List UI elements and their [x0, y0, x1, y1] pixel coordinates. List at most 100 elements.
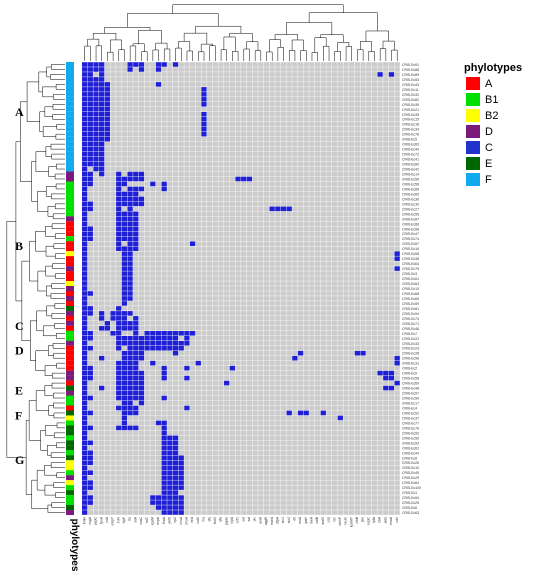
- cell-absent: [388, 107, 395, 112]
- cell-absent: [235, 405, 241, 411]
- cell-absent: [229, 350, 236, 356]
- cell-absent: [167, 121, 173, 127]
- cell-absent: [150, 420, 156, 426]
- cell-absent: [99, 410, 105, 416]
- cell-absent: [104, 331, 110, 336]
- cell-absent: [394, 92, 400, 97]
- cell-absent: [320, 435, 326, 441]
- cell-absent: [241, 440, 247, 446]
- cell-absent: [383, 306, 389, 311]
- cell-absent: [326, 410, 332, 416]
- cell-absent: [150, 146, 156, 152]
- cell-absent: [371, 331, 378, 336]
- cell-absent: [263, 136, 270, 142]
- cell-absent: [178, 131, 184, 137]
- cell-absent: [252, 121, 258, 127]
- cell-absent: [184, 440, 190, 446]
- cell-present: [81, 211, 88, 217]
- cell-absent: [354, 355, 361, 361]
- cell-absent: [207, 360, 213, 366]
- cell-absent: [292, 375, 298, 381]
- cell-absent: [337, 345, 343, 351]
- cell-absent: [263, 291, 270, 296]
- cell-absent: [138, 331, 145, 336]
- cell-absent: [189, 141, 196, 147]
- cell-absent: [280, 335, 287, 341]
- cell-absent: [252, 171, 258, 177]
- phylotype-swatch: [66, 490, 74, 496]
- cell-present: [138, 335, 145, 341]
- cell-absent: [127, 116, 133, 122]
- cell-absent: [93, 181, 99, 187]
- cell-absent: [388, 335, 395, 341]
- cell-absent: [155, 360, 162, 366]
- cell-absent: [320, 321, 326, 326]
- cell-absent: [229, 400, 236, 406]
- phylotype-swatch: [66, 360, 74, 366]
- cell-present: [127, 350, 133, 356]
- cell-absent: [104, 271, 110, 276]
- cell-absent: [343, 121, 349, 127]
- cell-absent: [195, 221, 201, 227]
- cell-absent: [371, 156, 378, 162]
- cell-absent: [241, 276, 247, 281]
- cell-absent: [337, 131, 343, 137]
- cell-absent: [252, 286, 258, 291]
- cell-absent: [138, 211, 145, 217]
- cell-present: [81, 286, 88, 291]
- cell-absent: [263, 430, 270, 436]
- cell-present: [121, 375, 128, 381]
- cell-absent: [377, 350, 383, 356]
- cell-absent: [201, 146, 207, 152]
- cell-absent: [371, 92, 378, 97]
- cell-absent: [189, 410, 196, 416]
- cell-absent: [87, 191, 93, 197]
- cell-absent: [207, 151, 213, 157]
- cell-absent: [309, 256, 315, 261]
- cell-absent: [241, 151, 247, 157]
- cell-absent: [280, 186, 287, 192]
- cell-absent: [275, 276, 281, 281]
- cell-absent: [292, 77, 298, 82]
- cell-absent: [326, 111, 332, 117]
- cell-absent: [212, 186, 218, 192]
- cell-absent: [212, 440, 218, 446]
- cell-absent: [326, 146, 332, 152]
- cell-absent: [99, 405, 105, 411]
- cell-absent: [246, 181, 253, 187]
- cell-absent: [212, 286, 218, 291]
- cell-absent: [297, 201, 304, 207]
- cell-present: [127, 171, 133, 177]
- cell-absent: [371, 221, 378, 227]
- cell-present: [121, 291, 128, 296]
- cell-absent: [189, 201, 196, 207]
- cell-present: [127, 296, 133, 301]
- cell-absent: [246, 291, 253, 296]
- cell-absent: [218, 236, 224, 242]
- cell-absent: [332, 395, 338, 401]
- cell-absent: [161, 296, 167, 301]
- cell-absent: [138, 97, 145, 102]
- cell-absent: [195, 196, 201, 202]
- cell-absent: [150, 261, 156, 266]
- cell-absent: [127, 440, 133, 446]
- cell-absent: [212, 171, 218, 177]
- cell-absent: [201, 296, 207, 301]
- cell-absent: [224, 281, 230, 286]
- cell-absent: [360, 306, 366, 311]
- cell-absent: [201, 420, 207, 426]
- cell-absent: [320, 131, 326, 137]
- cell-absent: [127, 107, 133, 112]
- cell-absent: [93, 306, 99, 311]
- cell-absent: [224, 276, 230, 281]
- cell-absent: [207, 405, 213, 411]
- cell-absent: [224, 420, 230, 426]
- cell-absent: [212, 111, 218, 117]
- cell-absent: [263, 375, 270, 381]
- cell-absent: [116, 121, 122, 127]
- cell-absent: [207, 345, 213, 351]
- cell-absent: [104, 301, 110, 306]
- cell-absent: [224, 72, 230, 77]
- cell-absent: [184, 390, 190, 396]
- cell-present: [81, 181, 88, 187]
